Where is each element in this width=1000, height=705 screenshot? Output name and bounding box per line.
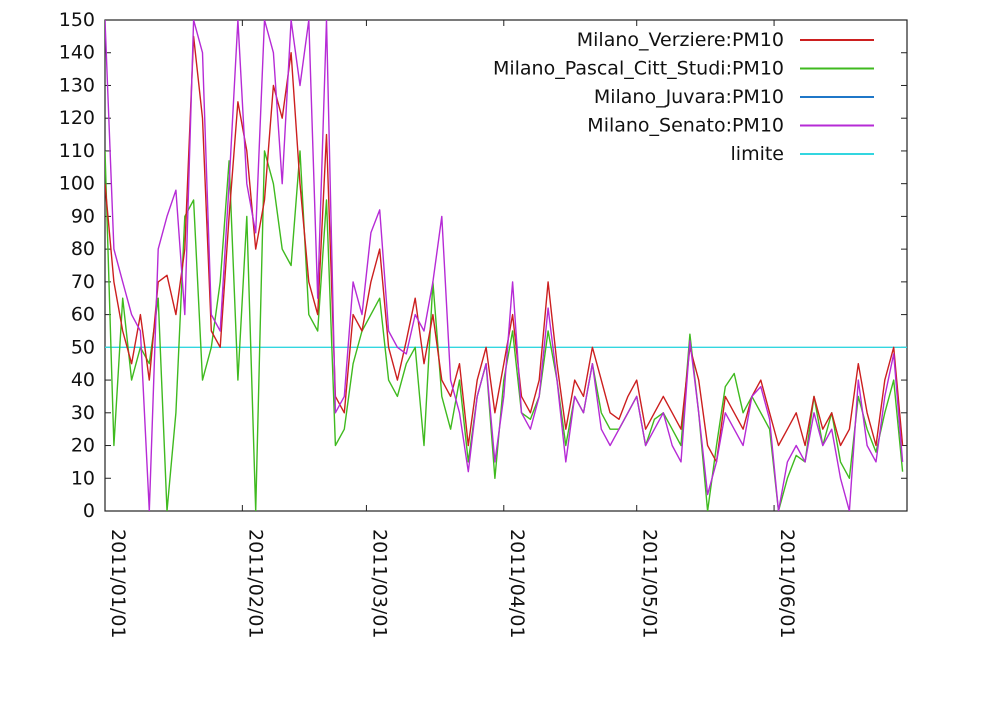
- y-tick-label: 110: [59, 140, 95, 162]
- y-tick-label: 30: [71, 402, 95, 424]
- series-layer: [105, 20, 907, 511]
- x-tick-label: 2011/03/01: [368, 529, 390, 639]
- y-tick-label: 120: [59, 107, 95, 129]
- y-tick-label: 20: [71, 435, 95, 457]
- y-tick-label: 50: [71, 336, 95, 358]
- legend-label-milano-senato-pm10: Milano_Senato:PM10: [587, 115, 784, 137]
- legend-label-limite: limite: [731, 143, 784, 165]
- plot-frame: [104, 19, 908, 512]
- y-axis: 0 10 20 30 40 50 60 70 80 90 100 110 120 130 140 150: [59, 9, 907, 522]
- series-line-milano-senato-pm10: [105, 20, 904, 511]
- x-tick-label: 2011/04/01: [506, 529, 528, 639]
- y-tick-label: 60: [71, 304, 95, 326]
- y-tick-label: 10: [71, 467, 95, 489]
- x-axis: 2011/01/01 2011/02/01 2011/03/01 2011/04/01…: [104, 20, 798, 639]
- series-line-milano-pascal-citt-studi-pm10: [105, 150, 904, 511]
- legend-label-milano-pascal-citt-studi-pm10: Milano_Pascal_Citt_Studi:PM10: [493, 58, 784, 80]
- y-tick-label: 80: [71, 238, 95, 260]
- series-line-milano-verziere-pm10: [105, 35, 904, 463]
- legend-label-milano-juvara-pm10: Milano_Juvara:PM10: [594, 86, 784, 108]
- x-tick-label: 2011/02/01: [244, 529, 266, 639]
- y-tick-label: 100: [59, 173, 95, 195]
- x-tick-label: 2011/01/01: [107, 529, 129, 639]
- y-tick-label: 140: [59, 42, 95, 64]
- y-tick-label: 130: [59, 74, 95, 96]
- y-tick-label: 90: [71, 205, 95, 227]
- legend-label-milano-verziere-pm10: Milano_Verziere:PM10: [577, 29, 784, 51]
- x-tick-label: 2011/06/01: [776, 529, 798, 639]
- y-tick-label: 150: [59, 9, 95, 31]
- legend: Milano_Verziere:PM10 Milano_Pascal_Citt_S…: [493, 29, 874, 165]
- y-tick-label: 70: [71, 271, 95, 293]
- y-tick-label: 0: [83, 500, 95, 522]
- y-tick-label: 40: [71, 369, 95, 391]
- x-tick-label: 2011/05/01: [639, 529, 661, 639]
